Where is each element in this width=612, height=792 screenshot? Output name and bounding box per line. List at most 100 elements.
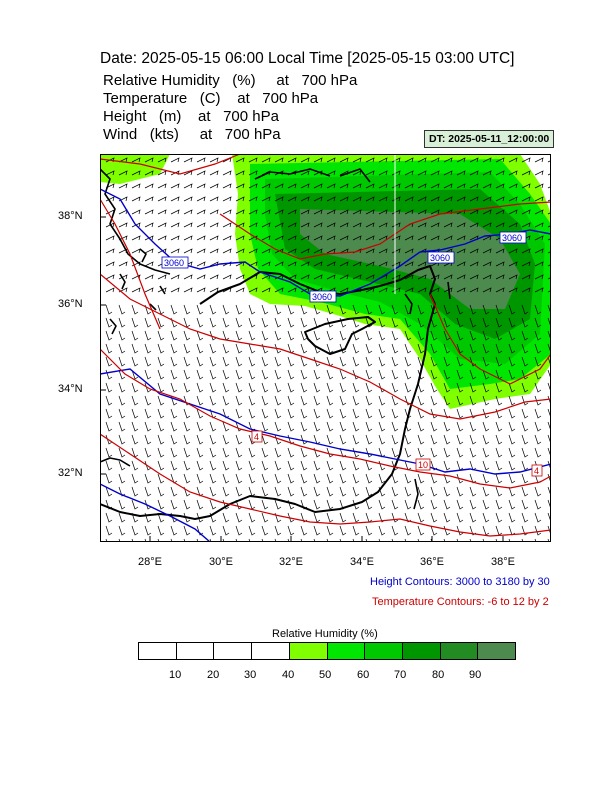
wind-barb <box>274 235 284 241</box>
wind-barb <box>105 421 113 432</box>
wind-barb <box>235 395 243 406</box>
wind-barb <box>261 196 271 202</box>
wind-barb <box>534 235 544 241</box>
wind-barb <box>521 343 529 354</box>
wind-barb <box>131 512 139 523</box>
wind-barb <box>365 434 373 445</box>
wind-barb <box>196 356 204 367</box>
field-unit: (C) <box>199 90 221 107</box>
wind-barb <box>378 382 386 393</box>
wind-barb <box>118 486 126 497</box>
wind-barb <box>443 499 451 510</box>
wind-barb <box>105 330 113 341</box>
wind-barb <box>404 183 414 189</box>
aegean-islands <box>109 248 166 335</box>
wind-barb <box>248 209 258 215</box>
wind-barb <box>118 356 126 367</box>
wind-barb <box>222 261 232 267</box>
wind-barb <box>430 222 440 228</box>
wind-barb <box>482 382 490 393</box>
wind-barb <box>209 170 219 176</box>
wind-barb <box>378 356 386 367</box>
wind-barb <box>534 343 542 354</box>
wind-barb <box>508 183 518 189</box>
wind-barb <box>222 343 230 354</box>
wind-barb <box>131 473 139 484</box>
wind-barb <box>196 317 204 328</box>
legend-tick: 40 <box>282 669 295 681</box>
wind-barb <box>157 287 167 293</box>
wind-barb <box>118 222 128 228</box>
wind-barb <box>339 382 347 393</box>
wind-barb <box>222 196 232 202</box>
wind-barb <box>118 343 126 354</box>
wind-barb <box>352 369 360 380</box>
wind-barb <box>274 304 282 315</box>
wind-barb <box>209 183 219 189</box>
wind-barb <box>404 274 414 280</box>
wind-barb <box>521 512 529 523</box>
wind-barb <box>430 157 440 163</box>
wind-barb <box>183 356 191 367</box>
wind-barb <box>534 447 542 458</box>
wind-barb <box>131 356 139 367</box>
wind-barb <box>456 408 464 419</box>
wind-barb <box>196 343 204 354</box>
wind-barb <box>157 235 167 241</box>
wind-barb <box>404 343 412 354</box>
wind-barb <box>378 525 386 536</box>
wind-barb <box>443 222 453 228</box>
wind-barb <box>274 473 282 484</box>
wind-barb <box>482 499 490 510</box>
wind-barb <box>170 525 178 536</box>
wind-barb <box>456 235 466 241</box>
legend-tick: 30 <box>244 669 257 681</box>
wind-barb <box>534 157 544 163</box>
wind-barb <box>365 382 373 393</box>
wind-barb <box>430 408 438 419</box>
wind-barb <box>521 183 531 189</box>
wind-barb <box>443 473 451 484</box>
wind-barb <box>235 343 243 354</box>
wind-barb <box>183 196 193 202</box>
wind-barb <box>508 408 516 419</box>
wind-barb <box>209 274 219 280</box>
wind-barb <box>495 196 505 202</box>
wind-barb <box>469 287 479 293</box>
wind-barb <box>144 486 152 497</box>
wind-barb <box>287 395 295 406</box>
wind-barb <box>118 304 126 315</box>
wind-barb <box>469 473 477 484</box>
temperature-contours <box>100 154 551 537</box>
wind-barb <box>144 499 152 510</box>
field-at: at <box>198 108 211 125</box>
wind-barb <box>183 460 191 471</box>
wind-barb <box>352 343 360 354</box>
wind-barb <box>495 356 503 367</box>
wind-barb <box>534 261 544 267</box>
wind-barb <box>222 209 232 215</box>
temperature-contour-line <box>100 433 551 537</box>
wind-barb <box>313 382 321 393</box>
wind-barb <box>274 512 282 523</box>
wind-barb <box>404 447 412 458</box>
wind-barb <box>313 408 321 419</box>
wind-barb <box>443 304 451 315</box>
wind-barb <box>430 421 438 432</box>
island <box>109 318 117 335</box>
wind-barb <box>183 499 191 510</box>
dt-label: DT: 2025-05-11_12:00:00 <box>424 130 555 148</box>
wind-barb <box>157 421 165 432</box>
wind-barb <box>430 330 438 341</box>
wind-barb <box>534 434 542 445</box>
wind-barb <box>235 157 245 163</box>
wind-barb <box>365 408 373 419</box>
wind-barb <box>534 304 542 315</box>
wind-barb <box>183 421 191 432</box>
wind-barb <box>326 170 336 176</box>
wind-barb <box>456 499 464 510</box>
wind-barb <box>274 382 282 393</box>
wind-barb <box>443 317 451 328</box>
wind-barb <box>157 317 165 328</box>
lon-label: 32°E <box>279 556 303 568</box>
